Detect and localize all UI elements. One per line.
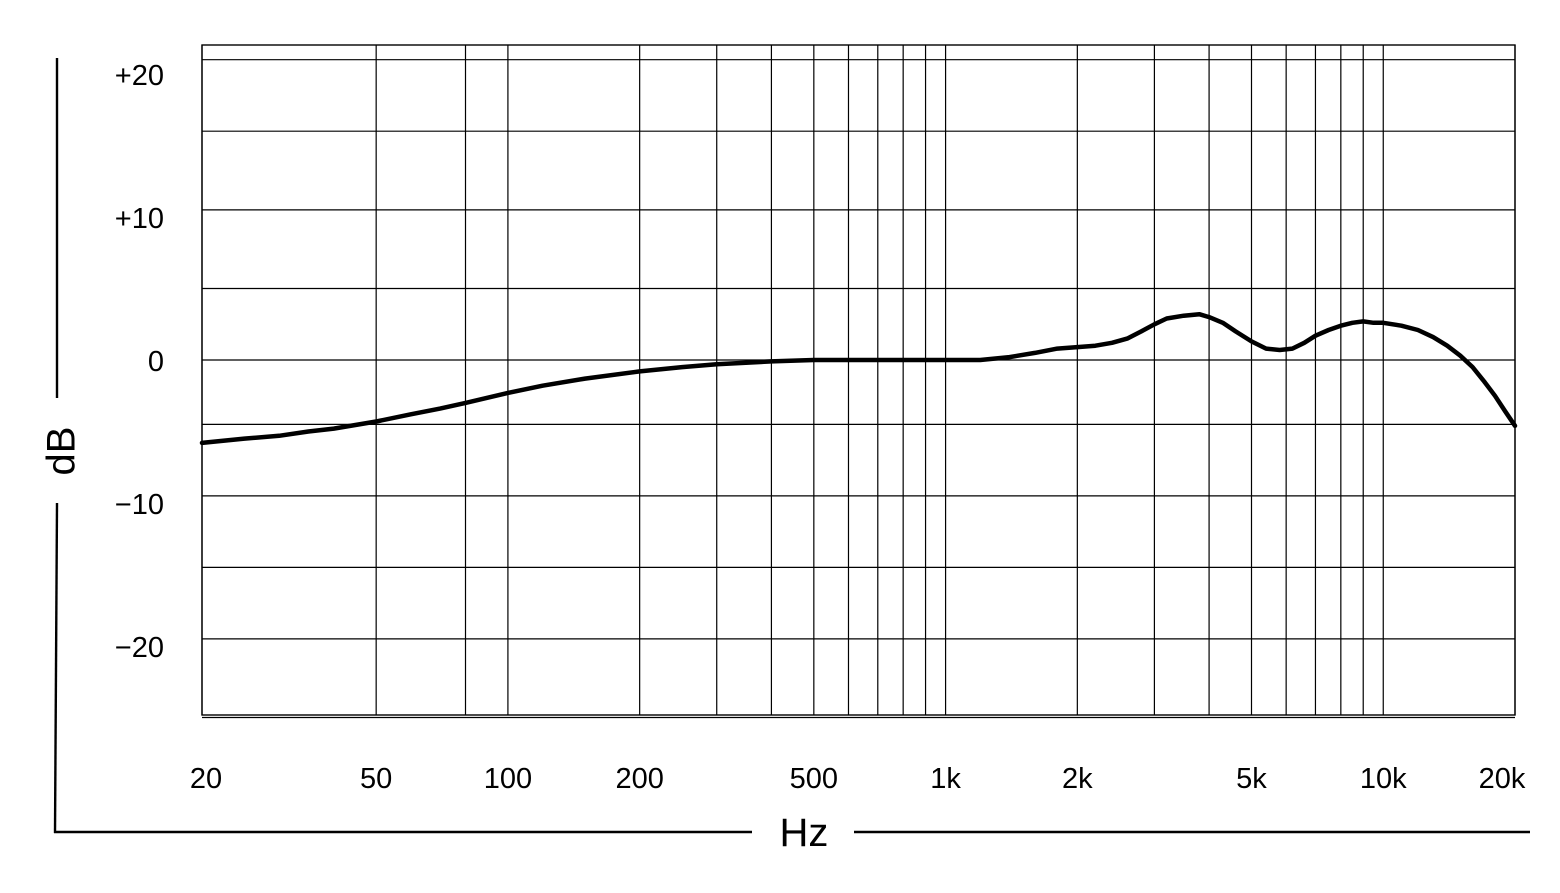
y-axis-title: dB	[40, 427, 84, 476]
vertical-gridlines	[201, 45, 1516, 715]
x-tick-labels: 20 50 100 200 500 1k 2k 5k 10k 20k	[190, 763, 1526, 795]
y-tick-label: +10	[115, 203, 164, 235]
plot-frame	[201, 44, 1516, 716]
x-tick-label: 2k	[1062, 763, 1093, 795]
response-curve	[199, 311, 1518, 446]
x-tick-label: 20k	[1479, 763, 1526, 795]
x-tick-label: 10k	[1360, 763, 1407, 795]
x-tick-label: 500	[790, 763, 838, 795]
series-layer	[199, 311, 1518, 446]
x-tick-label: 200	[615, 763, 663, 795]
x-tick-label: 50	[360, 763, 392, 795]
y-tick-label: 0	[148, 346, 164, 378]
y-tick-labels: +20 +10 0 −10 −20	[115, 60, 164, 664]
x-axis-title: Hz	[780, 811, 829, 855]
x-tick-label: 5k	[1236, 763, 1267, 795]
y-tick-label: −20	[115, 632, 164, 664]
x-tick-label: 100	[484, 763, 532, 795]
y-tick-label: −10	[115, 489, 164, 521]
y-axis-bracket-lower	[53, 502, 59, 834]
horizontal-gridlines	[202, 59, 1515, 719]
x-tick-label: 20	[190, 763, 222, 795]
plot-area	[201, 44, 1516, 716]
x-tick-label: 1k	[930, 763, 961, 795]
y-tick-label: +20	[115, 60, 164, 92]
